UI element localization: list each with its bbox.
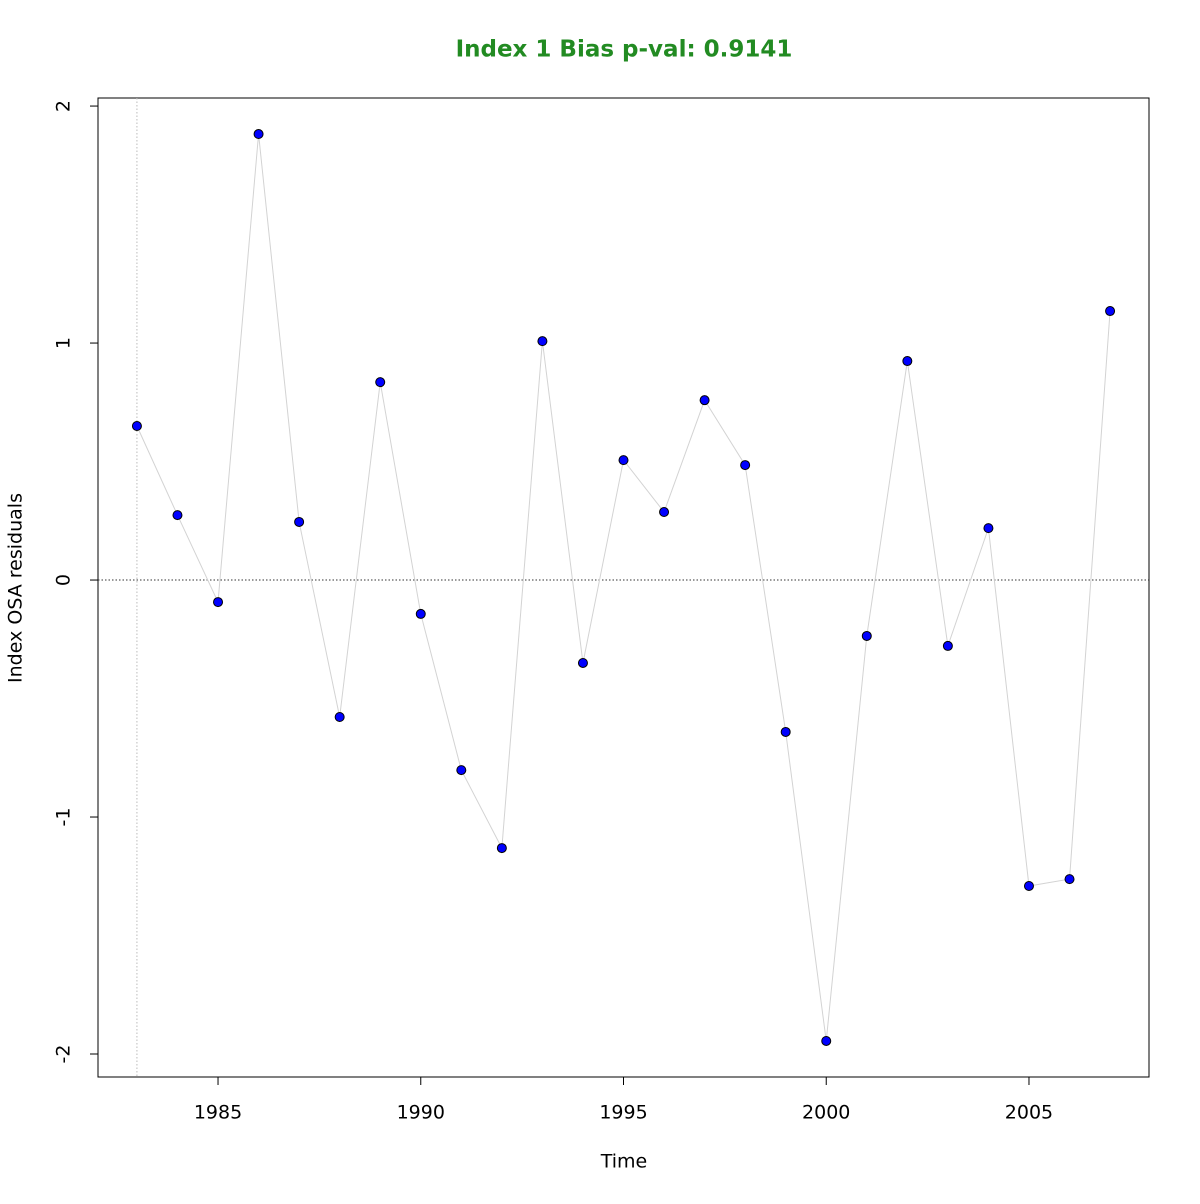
x-tick-label: 1995 bbox=[599, 1102, 647, 1124]
y-tick-label: -1 bbox=[53, 808, 75, 827]
data-point bbox=[699, 395, 710, 406]
data-point bbox=[496, 843, 507, 854]
data-point bbox=[861, 630, 872, 641]
data-point bbox=[375, 377, 386, 388]
data-point bbox=[780, 726, 791, 737]
data-point bbox=[821, 1035, 832, 1046]
x-axis-label: Time bbox=[600, 1151, 648, 1173]
x-tick-label: 2005 bbox=[1005, 1102, 1053, 1124]
plot-frame bbox=[97, 97, 1150, 1078]
y-tick-label: -2 bbox=[53, 1045, 75, 1064]
x-tick-label: 1990 bbox=[397, 1102, 445, 1124]
data-point bbox=[253, 129, 264, 140]
data-point bbox=[1105, 306, 1116, 317]
data-point bbox=[1023, 880, 1034, 891]
y-tick-label: 1 bbox=[53, 337, 75, 349]
data-point bbox=[1064, 874, 1075, 885]
series-line bbox=[136, 133, 1111, 1042]
data-point bbox=[294, 516, 305, 527]
data-point bbox=[456, 765, 467, 776]
data-point bbox=[618, 455, 629, 466]
data-point bbox=[577, 657, 588, 668]
data-point bbox=[334, 712, 345, 723]
data-point bbox=[537, 336, 548, 347]
y-axis-label: Index OSA residuals bbox=[5, 493, 27, 683]
data-point bbox=[172, 510, 183, 521]
x-tick-label: 1985 bbox=[194, 1102, 242, 1124]
data-point bbox=[131, 420, 142, 431]
data-point bbox=[942, 640, 953, 651]
x-tick-label: 2000 bbox=[802, 1102, 850, 1124]
data-point bbox=[213, 597, 224, 608]
data-point bbox=[902, 356, 913, 367]
y-tick-label: 0 bbox=[53, 574, 75, 586]
chart-title: Index 1 Bias p-val: 0.9141 bbox=[456, 37, 793, 63]
data-point bbox=[983, 523, 994, 534]
data-point bbox=[415, 608, 426, 619]
data-point bbox=[740, 460, 751, 471]
data-point bbox=[659, 507, 670, 518]
y-tick-label: 2 bbox=[53, 100, 75, 112]
